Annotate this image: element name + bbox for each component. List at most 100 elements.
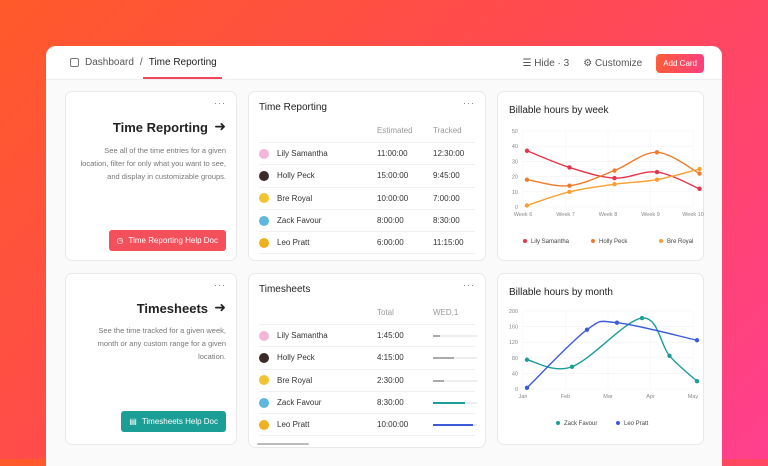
avatar <box>259 419 269 430</box>
timesheets-info-card: ··· Timesheets ➜ See the time tracked fo… <box>65 273 237 445</box>
legend-label: Bre Royal <box>667 239 693 245</box>
x-tick-label: Week 10 <box>682 212 704 218</box>
x-tick-label: Week 9 <box>641 212 660 218</box>
time-reporting-help-doc-button[interactable]: ◷ Time Reporting Help Doc <box>108 230 226 251</box>
legend-label: Holly Peck <box>599 239 628 245</box>
horizontal-scrollbar[interactable] <box>257 443 309 445</box>
table-row[interactable]: Bre Royal 2:30:00 <box>259 368 477 391</box>
table-row[interactable]: Lily Samantha 1:45:00 <box>259 324 477 346</box>
column-tracked: Tracked <box>433 126 462 135</box>
y-tick-label: 30 <box>512 159 518 165</box>
table-row[interactable] <box>259 253 475 260</box>
y-tick-label: 50 <box>512 129 518 135</box>
estimated-time: 10:00:00 <box>377 193 409 203</box>
dashboard-window: Dashboard / Time Reporting ☰ Hide · 3 ⚙ … <box>46 46 722 466</box>
y-tick-label: 80 <box>512 356 518 362</box>
avatar <box>259 170 269 181</box>
y-tick-label: 40 <box>512 144 518 150</box>
more-options-icon[interactable]: ··· <box>463 280 475 290</box>
x-tick-label: May <box>688 394 699 400</box>
data-point <box>612 182 617 187</box>
clock-icon: ◷ <box>116 236 124 245</box>
breadcrumb: Dashboard / Time Reporting <box>70 57 217 68</box>
estimated-time: 8:00:00 <box>377 216 404 226</box>
table-row[interactable]: Holly Peck 15:00:00 9:45:00 <box>259 164 475 186</box>
column-total: Total <box>377 308 394 317</box>
avatar <box>259 397 269 408</box>
breadcrumb-current[interactable]: Time Reporting <box>148 57 217 68</box>
more-options-icon[interactable]: ··· <box>214 280 226 290</box>
progress-bar <box>433 424 477 427</box>
gear-icon: ⚙ <box>583 58 595 69</box>
table-row[interactable]: Leo Pratt 10:00:00 <box>259 413 477 435</box>
arrow-right-icon[interactable]: ➜ <box>214 118 226 134</box>
person-name: Holly Peck <box>277 171 315 181</box>
legend-marker <box>616 421 620 425</box>
x-tick-label: Week 7 <box>556 212 575 218</box>
data-point <box>697 166 702 172</box>
y-tick-label: 160 <box>509 325 518 331</box>
table-row[interactable]: Zack Favour 8:00:00 8:30:00 <box>259 208 475 231</box>
person-name: Leo Pratt <box>277 238 310 248</box>
timesheets-table-card: Timesheets ··· Total WED,1 Lily Samantha 1… <box>248 273 486 448</box>
arrow-right-icon[interactable]: ➜ <box>214 299 226 315</box>
person-name: Lily Samantha <box>277 149 328 159</box>
breadcrumb-dashboard[interactable]: Dashboard <box>85 57 134 68</box>
legend-marker <box>659 239 663 243</box>
table-row[interactable]: Lily Samantha 11:00:00 12:30:00 <box>259 142 475 164</box>
tracked-time: 8:30:00 <box>433 216 460 226</box>
data-point <box>569 364 575 369</box>
dashboard-icon <box>70 58 79 67</box>
y-tick-label: 10 <box>512 190 518 196</box>
data-point <box>612 168 617 173</box>
person-name: Holly Peck <box>277 353 315 363</box>
progress-bar <box>433 379 477 382</box>
data-point <box>654 169 660 175</box>
series-line <box>526 320 698 389</box>
timesheets-help-doc-button[interactable]: ▤ Timesheets Help Doc <box>121 411 226 432</box>
x-tick-label: Feb <box>561 394 570 400</box>
table-row[interactable]: Leo Pratt 6:00:00 11:15:00 <box>259 231 475 253</box>
table-header: Total WED,1 <box>249 308 475 324</box>
card-title[interactable]: Timesheets <box>136 301 208 316</box>
x-tick-label: Week 8 <box>599 212 618 218</box>
avatar <box>259 193 269 204</box>
table-row[interactable]: Bre Royal 10:00:00 7:00:00 <box>259 186 475 209</box>
card-title: Time Reporting <box>259 102 327 113</box>
person-name: Bre Royal <box>277 193 313 203</box>
table-row[interactable]: Zack Favour 8:30:00 <box>259 390 477 413</box>
total-time: 1:45:00 <box>377 331 404 341</box>
data-point <box>524 177 530 182</box>
time-reporting-table-card: Time Reporting ··· Estimated Tracked Lily… <box>248 91 486 261</box>
more-options-icon[interactable]: ··· <box>214 98 226 108</box>
data-point <box>612 175 617 181</box>
total-time: 2:30:00 <box>377 375 404 385</box>
y-tick-label: 120 <box>509 340 518 346</box>
billable-week-chart-card: Billable hours by week 0 10 20 30 40 50 Week 6 W… <box>497 91 704 261</box>
hide-button[interactable]: ☰ Hide · 3 <box>522 58 569 69</box>
add-card-button[interactable]: Add Card <box>656 54 704 73</box>
series-line <box>526 317 698 382</box>
data-point <box>524 357 530 362</box>
chart-title: Billable hours by week <box>509 105 609 116</box>
table-row[interactable]: Holly Peck 4:15:00 <box>259 346 477 368</box>
data-point <box>614 320 620 325</box>
table-row[interactable] <box>259 435 475 447</box>
card-description: See all of the time entries for a given … <box>80 146 227 181</box>
avatar <box>259 330 269 341</box>
y-tick-label: 40 <box>512 371 518 377</box>
data-point <box>524 148 530 153</box>
person-name: Leo Pratt <box>277 420 310 430</box>
legend-label: Zack Favour <box>564 421 597 427</box>
button-label: Timesheets Help Doc <box>141 417 218 426</box>
data-point <box>567 165 572 170</box>
more-options-icon[interactable]: ··· <box>463 98 475 108</box>
card-title[interactable]: Time Reporting <box>112 120 208 135</box>
y-tick-label: 200 <box>509 309 518 315</box>
column-estimated: Estimated <box>377 126 413 135</box>
person-name: Bre Royal <box>277 375 313 385</box>
series-line <box>526 168 700 207</box>
data-point <box>694 379 700 384</box>
person-name: Zack Favour <box>277 398 322 408</box>
customize-button[interactable]: ⚙ Customize <box>583 58 642 69</box>
